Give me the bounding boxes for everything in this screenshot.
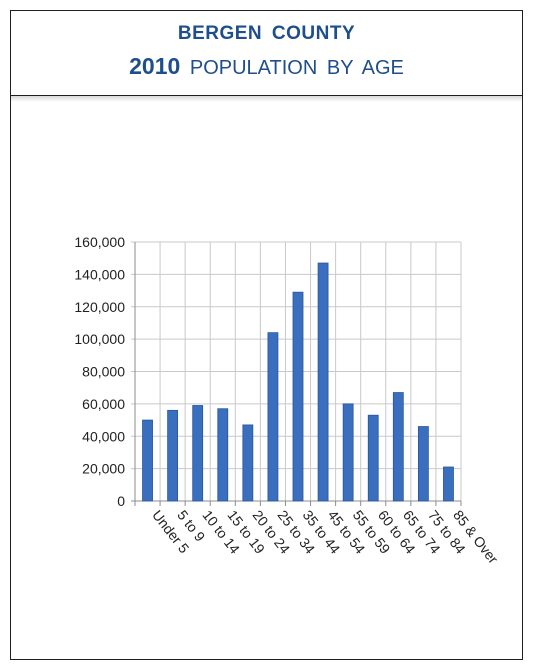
bar [142,419,153,502]
bar [217,408,229,502]
y-tick-label: 60,000 [82,396,125,412]
y-tick-label: 140,000 [74,266,125,282]
bar [443,466,454,502]
bar [192,405,204,502]
county-title: BERGEN COUNTY [177,23,356,44]
bar [242,424,254,502]
y-tick-label: 20,000 [82,461,125,477]
header-shadow [11,96,522,102]
chart-area: 0 20,000 40,000 60,000 80,000 100,000 120,000 1… [11,102,522,659]
year-label: 2010 [129,53,181,79]
bar [292,291,304,502]
y-tick-label: 40,000 [82,428,125,444]
bar [367,414,379,502]
chart-header: BERGEN COUNTY 2010 POPULATION BY AGE [11,11,522,96]
population-label: POPULATION BY AGE [189,57,404,79]
y-tick-label: 160,000 [74,234,125,250]
y-tick-label: 0 [117,493,125,509]
bar [267,332,279,502]
bar [342,403,354,502]
y-tick-label: 80,000 [82,364,125,380]
y-tick-label: 100,000 [74,331,125,347]
bar [317,262,329,502]
bar [417,426,429,502]
bar [392,392,404,502]
chart-subtitle: 2010 POPULATION BY AGE [11,53,522,80]
chart-frame: BERGEN COUNTY 2010 POPULATION BY AGE 0 20… [10,10,523,660]
bar-chart: 0 20,000 40,000 60,000 80,000 100,000 120,000 1… [74,234,501,567]
bar [167,409,179,502]
y-tick-label: 120,000 [74,299,125,315]
